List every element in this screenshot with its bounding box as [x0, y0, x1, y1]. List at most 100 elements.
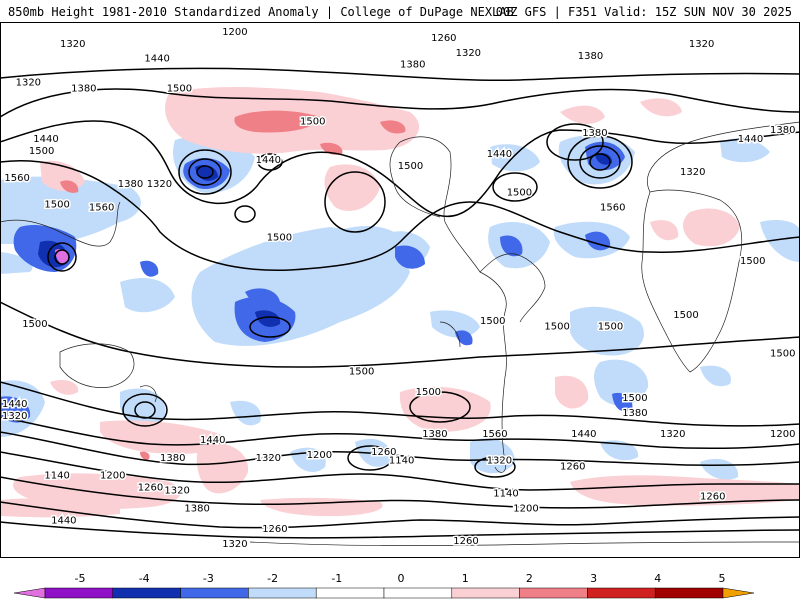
contour-label-1260: 1260: [560, 462, 585, 473]
contour-label-1260: 1260: [431, 33, 456, 44]
colorbar-arrow-low: [13, 587, 46, 599]
contour-label-1320: 1320: [2, 411, 27, 422]
colorbar-tick-label: 4: [654, 572, 661, 585]
contour-label-1260: 1260: [700, 492, 725, 503]
magenta-anomaly-areas: [55, 249, 69, 264]
contour-label-1320: 1320: [487, 456, 512, 467]
contour-label-1320: 1320: [680, 167, 705, 178]
contour-label-1500: 1500: [349, 366, 374, 377]
anomaly-map: 1200126013201320132014401380138013201380…: [0, 22, 800, 558]
contour-label-1560: 1560: [482, 429, 507, 440]
contour-label-1500: 1500: [416, 387, 441, 398]
colorbar-tick-label: 2: [526, 572, 533, 585]
contour-label-1440: 1440: [487, 149, 512, 160]
contour-label-1500: 1500: [673, 310, 698, 321]
red-anomaly-areas: [60, 110, 406, 460]
contour-label-1320: 1320: [689, 39, 714, 50]
colorbar-segment: [383, 587, 453, 599]
colorbar-tick-label: -2: [267, 572, 278, 585]
contour-label-1260: 1260: [138, 483, 163, 494]
contour-labels: 1200126013201320132014401380138013201380…: [1, 25, 797, 551]
contour-label-1500: 1500: [167, 84, 192, 95]
contour-label-1500: 1500: [29, 146, 54, 157]
contour-label-1440: 1440: [51, 515, 76, 526]
colorbar-segment: [587, 587, 656, 599]
colorbar-segment: [44, 587, 114, 599]
contour-label-1320: 1320: [16, 78, 41, 89]
contour-label-1320: 1320: [222, 539, 247, 550]
contour-label-1500: 1500: [544, 322, 569, 333]
colorbar-tick-label: -4: [139, 572, 150, 585]
contour-label-1380: 1380: [578, 51, 603, 62]
contour-label-1140: 1140: [44, 471, 69, 482]
contour-label-1440: 1440: [571, 429, 596, 440]
contour-label-1440: 1440: [738, 134, 763, 145]
colorbar-tick-label: -3: [203, 572, 214, 585]
colorbar-segment: [180, 587, 249, 599]
colorbar-tick-label: 1: [462, 572, 469, 585]
colorbar-tick-label: -1: [331, 572, 342, 585]
contour-label-1140: 1140: [493, 489, 518, 500]
colorbar-segments: [13, 587, 755, 599]
colorbar-segment: [112, 587, 181, 599]
colorbar-tick-label: 0: [398, 572, 405, 585]
contour-label-1440: 1440: [33, 134, 58, 145]
map-header: 850mb Height 1981-2010 Standardized Anom…: [0, 0, 800, 22]
contour-label-1500: 1500: [622, 393, 647, 404]
contour-label-1320: 1320: [456, 48, 481, 59]
contour-label-1500: 1500: [267, 232, 292, 243]
colorbar-segment: [248, 587, 317, 599]
colorbar-arrow-high: [722, 587, 755, 599]
contour-label-1440: 1440: [200, 435, 225, 446]
contour-label-1200: 1200: [770, 429, 795, 440]
contour-label-1320: 1320: [60, 39, 85, 50]
contour-label-1500: 1500: [398, 161, 423, 172]
contour-label-1260: 1260: [453, 536, 478, 547]
contour-label-1500: 1500: [300, 116, 325, 127]
contour-label-1140: 1140: [389, 456, 414, 467]
colorbar-ticks: -5 -4 -3 -2 -1 0 1 2 3 4 5: [75, 572, 726, 585]
contour-label-1500: 1500: [22, 319, 47, 330]
contour-label-1440: 1440: [2, 399, 27, 410]
contour-label-1380: 1380: [622, 408, 647, 419]
contour-label-1500: 1500: [740, 256, 765, 267]
colorbar-segment: [654, 587, 724, 599]
height-contours: [0, 67, 800, 539]
contour-label-1200: 1200: [100, 471, 125, 482]
contour-label-1500: 1500: [770, 349, 795, 360]
coastlines: [0, 121, 800, 546]
contour-label-1320: 1320: [256, 453, 281, 464]
colorbar-tick-label: -5: [75, 572, 86, 585]
contour-label-1260: 1260: [262, 524, 287, 535]
colorbar-segment: [519, 587, 588, 599]
contour-label-1260: 1260: [371, 447, 396, 458]
contour-label-1380: 1380: [118, 179, 143, 190]
contour-label-1500: 1500: [598, 322, 623, 333]
contour-label-1500: 1500: [480, 316, 505, 327]
contour-label-1320: 1320: [147, 179, 172, 190]
contour-label-1440: 1440: [256, 155, 281, 166]
map-title: 850mb Height 1981-2010 Standardized Anom…: [8, 5, 514, 19]
contour-label-1380: 1380: [770, 125, 795, 136]
contour-label-1320: 1320: [164, 486, 189, 497]
contour-label-1560: 1560: [89, 203, 114, 214]
contour-label-1500: 1500: [44, 200, 69, 211]
contour-label-1380: 1380: [422, 429, 447, 440]
model-run-info: 00Z GFS | F351 Valid: 15Z SUN NOV 30 202…: [495, 5, 792, 19]
contour-label-1560: 1560: [600, 203, 625, 214]
contour-label-1440: 1440: [144, 54, 169, 65]
contour-label-1320: 1320: [660, 429, 685, 440]
contour-label-1380: 1380: [400, 60, 425, 71]
contour-label-1200: 1200: [307, 450, 332, 461]
contour-label-1200: 1200: [222, 27, 247, 38]
contour-label-1380: 1380: [160, 453, 185, 464]
contour-label-1380: 1380: [184, 503, 209, 514]
anomaly-colorbar: -5 -4 -3 -2 -1 0 1 2 3 4 5: [13, 572, 755, 599]
contour-label-1380: 1380: [582, 128, 607, 139]
colorbar-segment: [451, 587, 520, 599]
colorbar-tick-label: 5: [719, 572, 726, 585]
contour-label-1560: 1560: [4, 173, 29, 184]
colorbar-tick-label: 3: [590, 572, 597, 585]
contour-label-1380: 1380: [71, 84, 96, 95]
contour-label-1200: 1200: [513, 503, 538, 514]
